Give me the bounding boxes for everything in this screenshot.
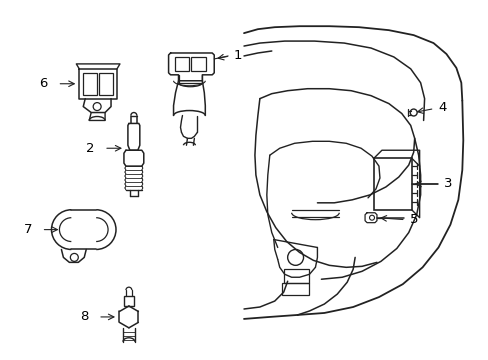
Bar: [283, 269, 308, 283]
Text: 8: 8: [80, 310, 88, 323]
Text: 5: 5: [409, 213, 417, 226]
Text: 1: 1: [233, 49, 241, 63]
Bar: [83, 73, 97, 95]
Bar: [99, 73, 113, 95]
Bar: [373, 158, 411, 210]
Text: 7: 7: [24, 223, 32, 236]
Bar: [191, 57, 206, 71]
Bar: [123, 296, 134, 306]
Bar: [174, 57, 189, 71]
Text: 4: 4: [438, 101, 446, 114]
Text: 2: 2: [86, 142, 95, 155]
Text: 6: 6: [40, 77, 48, 90]
Text: 3: 3: [444, 177, 452, 190]
Bar: [281, 283, 309, 295]
